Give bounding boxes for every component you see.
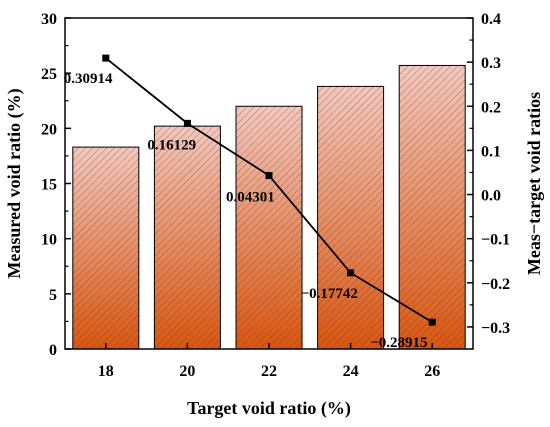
y2-tick-label: 0.2 [481, 99, 501, 116]
x-tick-label: 22 [261, 363, 277, 380]
bar-24 [317, 85, 385, 350]
bar-outline [317, 85, 385, 350]
bar-22 [235, 105, 303, 350]
y-axis-title: Measured void ratio (%) [4, 88, 25, 278]
y2-tick-label: −0.2 [481, 276, 510, 293]
bar-26 [398, 64, 466, 350]
y-tick-label: 10 [41, 232, 57, 249]
bar-outline [235, 105, 303, 350]
x-tick-label: 18 [98, 363, 114, 380]
y2-tick-label: 0.0 [481, 188, 501, 205]
bar-20 [153, 125, 221, 350]
x-tick-label: 26 [424, 363, 440, 380]
line-marker-26 [428, 318, 436, 326]
y2-tick-label: 0.3 [481, 55, 501, 72]
bar-outline [153, 125, 221, 350]
data-label-24: −0.17742 [301, 286, 358, 302]
y2-tick-label: −0.3 [481, 320, 510, 337]
line-marker-24 [347, 269, 355, 277]
y2-tick-label: 0.4 [481, 11, 501, 28]
y2-tick-label: 0.1 [481, 143, 501, 160]
data-label-20: 0.16129 [147, 137, 196, 153]
axes-layer: 0 5 10 15 20 25 30 −0.3 −0.2 −0.1 0.0 0.1 0.2 0.3 0.4 1… [41, 11, 510, 380]
y-tick-label: 30 [41, 11, 57, 28]
y-tick-label: 0 [49, 342, 57, 359]
y2-tick-label: −0.1 [481, 232, 510, 249]
y-tick-label: 5 [49, 287, 57, 304]
line-marker-18 [102, 54, 110, 62]
bar-outline [398, 64, 466, 350]
line-marker-20 [183, 119, 191, 127]
x-tick-label: 24 [343, 363, 359, 380]
bar-18 [72, 146, 140, 350]
data-label-26: −0.28915 [370, 335, 427, 351]
bars-layer [72, 64, 466, 350]
y-tick-label: 15 [41, 177, 57, 194]
x-tick-label: 20 [179, 363, 195, 380]
bar-outline [72, 146, 140, 350]
line-marker-22 [265, 172, 273, 180]
y-tick-label: 20 [41, 121, 57, 138]
line-layer: 0.30914 0.16129 0.04301 −0.17742 −0.28915 [64, 54, 436, 351]
data-label-22: 0.04301 [226, 190, 275, 206]
data-label-18: 0.30914 [64, 71, 113, 87]
y-tick-label: 25 [41, 66, 57, 83]
y2-axis-title: Meas−target void ratios [524, 92, 544, 275]
x-axis-title: Target void ratio (%) [187, 398, 351, 419]
